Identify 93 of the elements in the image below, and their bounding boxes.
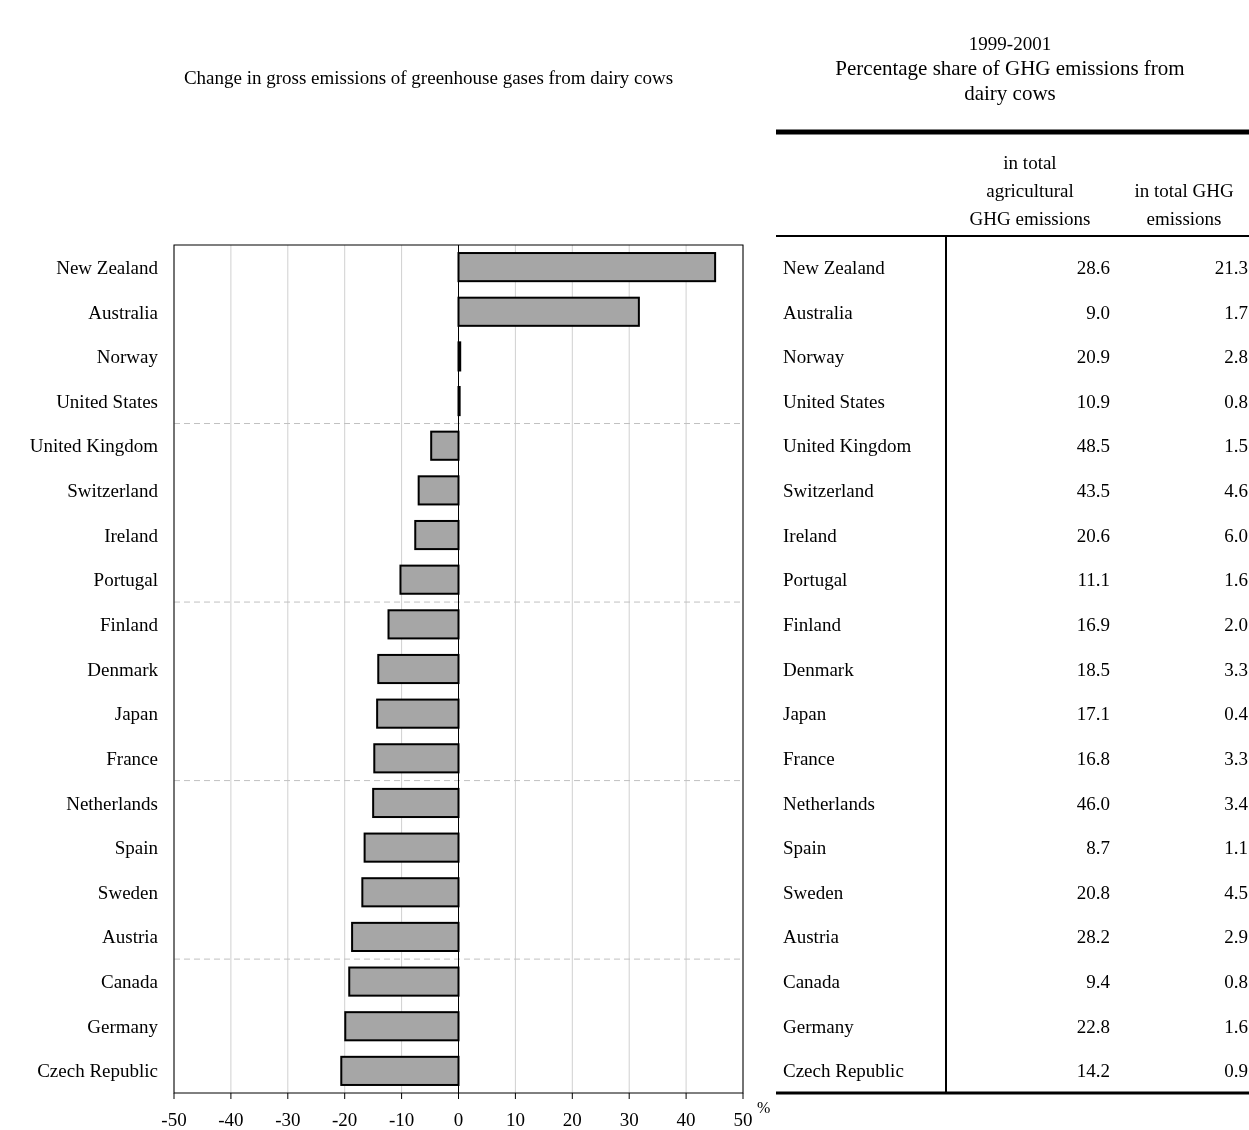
- data-label: 0.8: [1224, 971, 1248, 993]
- x-tick-label: 30: [619, 1109, 639, 1130]
- data-label: 9.4: [1086, 971, 1111, 993]
- data-label: 2.8: [1224, 346, 1248, 368]
- data-label: 18.5: [1076, 658, 1110, 680]
- y-tick-label: France: [106, 747, 158, 769]
- data-label: 11.1: [1077, 569, 1110, 591]
- category-label: United States: [783, 390, 885, 412]
- y-tick-label: Ireland: [104, 524, 159, 546]
- data-label: 9.0: [1086, 301, 1110, 323]
- data-label: 10.9: [1076, 390, 1110, 412]
- y-tick-label: Germany: [87, 1015, 159, 1037]
- data-label: 0.4: [1224, 703, 1249, 725]
- y-tick-label: Spain: [114, 837, 159, 859]
- x-tick-label: 10: [505, 1109, 525, 1130]
- data-label: 1.7: [1224, 301, 1248, 323]
- category-label: Australia: [783, 301, 854, 323]
- category-label: Japan: [783, 703, 827, 725]
- data-label: 8.7: [1086, 837, 1110, 859]
- data-label: 6.0: [1224, 524, 1248, 546]
- text: 1999-2001: [968, 33, 1052, 54]
- text: Percentage share of GHG emissions from dairy cows: [835, 56, 1185, 105]
- data-label: 3.3: [1224, 747, 1248, 769]
- data-label: 16.8: [1076, 747, 1110, 769]
- category-label: Switzerland: [783, 480, 875, 502]
- data-label: 1.6: [1224, 1015, 1248, 1037]
- data-label: 20.9: [1076, 346, 1110, 368]
- y-tick-label: Norway: [96, 346, 159, 368]
- data-label: 1.6: [1224, 569, 1248, 591]
- y-tick-label: Canada: [101, 971, 159, 993]
- y-tick-label: Australia: [88, 301, 159, 323]
- x-tick-label: -30: [275, 1109, 301, 1130]
- data-label: 28.6: [1076, 256, 1110, 278]
- x-tick-label: 40: [676, 1109, 696, 1130]
- category-label: Czech Republic: [783, 1060, 904, 1082]
- y-tick-label: United Kingdom: [29, 435, 159, 457]
- y-tick-label: Austria: [102, 926, 159, 948]
- x-axis-title: %: [757, 1099, 771, 1116]
- data-label: 3.4: [1224, 792, 1249, 814]
- data-label: 16.9: [1076, 614, 1110, 636]
- x-tick-label: -20: [332, 1109, 358, 1130]
- data-label: 0.9: [1224, 1060, 1248, 1082]
- y-tick-label: Japan: [114, 703, 159, 725]
- y-tick-label: Denmark: [87, 658, 159, 680]
- data-label: 0.8: [1224, 390, 1248, 412]
- y-tick-label: Portugal: [93, 569, 158, 591]
- y-tick-label: United States: [56, 390, 158, 412]
- y-tick-label: Finland: [99, 614, 159, 636]
- data-label: 4.6: [1224, 480, 1248, 502]
- data-label: 20.6: [1076, 524, 1110, 546]
- data-label: 46.0: [1076, 792, 1110, 814]
- x-tick-label: -50: [161, 1109, 187, 1130]
- data-label: 28.2: [1076, 926, 1110, 948]
- data-label: 21.3: [1214, 256, 1248, 278]
- data-label: 20.8: [1076, 881, 1110, 903]
- category-label: Austria: [783, 926, 840, 948]
- x-tick-label: 50: [733, 1109, 753, 1130]
- category-label: Netherlands: [783, 792, 875, 814]
- data-label: 17.1: [1076, 703, 1110, 725]
- y-tick-label: Sweden: [97, 881, 159, 903]
- y-tick-label: Czech Republic: [37, 1060, 158, 1082]
- category-label: Canada: [783, 971, 841, 993]
- data-label: 43.5: [1076, 480, 1110, 502]
- category-label: Norway: [783, 346, 845, 368]
- x-tick-label: 20: [562, 1109, 582, 1130]
- data-label: 1.1: [1224, 837, 1248, 859]
- category-label: Germany: [783, 1015, 855, 1037]
- category-label: Spain: [783, 837, 827, 859]
- data-label: 2.9: [1224, 926, 1248, 948]
- x-tick-label: -40: [218, 1109, 244, 1130]
- category-label: Denmark: [783, 658, 855, 680]
- category-label: Finland: [783, 614, 842, 636]
- chart-title: Change in gross emissions of greenhouse gases from dairy cows: [183, 67, 674, 88]
- category-label: Ireland: [783, 524, 838, 546]
- data-label: 2.0: [1224, 614, 1248, 636]
- y-tick-label: Netherlands: [66, 792, 158, 814]
- data-label: 48.5: [1076, 435, 1110, 457]
- category-label: France: [783, 747, 835, 769]
- text: in total GHG emissions: [1134, 180, 1234, 229]
- x-tick-label: -10: [388, 1109, 415, 1130]
- category-label: Portugal: [783, 569, 848, 591]
- category-label: United Kingdom: [783, 435, 912, 457]
- y-tick-label: Switzerland: [67, 480, 159, 502]
- data-label: 3.3: [1224, 658, 1248, 680]
- category-label: Sweden: [783, 881, 844, 903]
- data-label: 1.5: [1224, 435, 1248, 457]
- x-tick-label: 0: [453, 1109, 464, 1130]
- category-label: New Zealand: [783, 256, 886, 278]
- data-label: 14.2: [1076, 1060, 1110, 1082]
- y-tick-label: New Zealand: [56, 256, 159, 278]
- data-label: 22.8: [1076, 1015, 1110, 1037]
- data-label: 4.5: [1224, 881, 1248, 903]
- text: in total agricultural GHG emissions: [969, 152, 1091, 229]
